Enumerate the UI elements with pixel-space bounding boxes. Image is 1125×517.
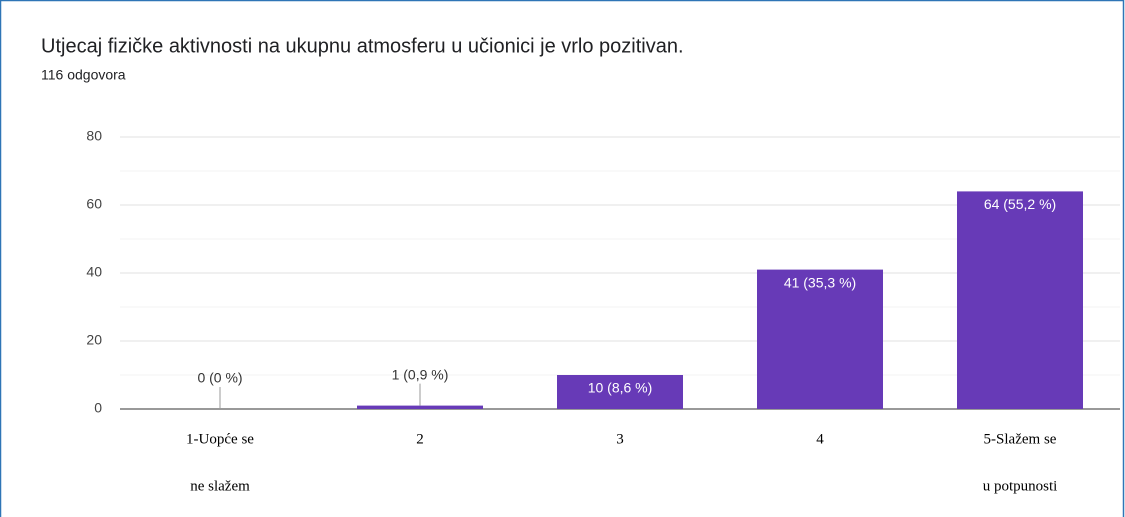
data-label: 1 (0,9 %): [392, 366, 449, 382]
y-tick-label: 80: [86, 128, 102, 144]
data-label: 10 (8,6 %): [588, 380, 653, 396]
bar: [957, 191, 1083, 409]
x-tick-label: 2: [416, 431, 424, 447]
bar: [357, 405, 483, 409]
x-tick-label: 1-Uopće se: [186, 431, 254, 447]
bar: [757, 269, 883, 409]
data-label: 0 (0 %): [197, 370, 242, 386]
y-tick-label: 40: [86, 264, 102, 280]
x-tick-label: ne slažem: [190, 478, 250, 494]
y-tick-label: 20: [86, 332, 102, 348]
chart-subtitle: 116 odgovora: [41, 67, 126, 83]
y-tick-label: 0: [94, 400, 102, 416]
data-label: 41 (35,3 %): [784, 274, 856, 290]
y-tick-label: 60: [86, 196, 102, 212]
x-tick-label: 4: [816, 431, 824, 447]
data-label: 64 (55,2 %): [984, 196, 1056, 212]
bar: [557, 375, 683, 409]
x-tick-label: u potpunosti: [983, 478, 1058, 494]
x-tick-label: 5-Slažem se: [984, 431, 1057, 447]
x-tick-label: 3: [616, 431, 624, 447]
chart-title: Utjecaj fizičke aktivnosti na ukupnu atm…: [41, 35, 684, 57]
